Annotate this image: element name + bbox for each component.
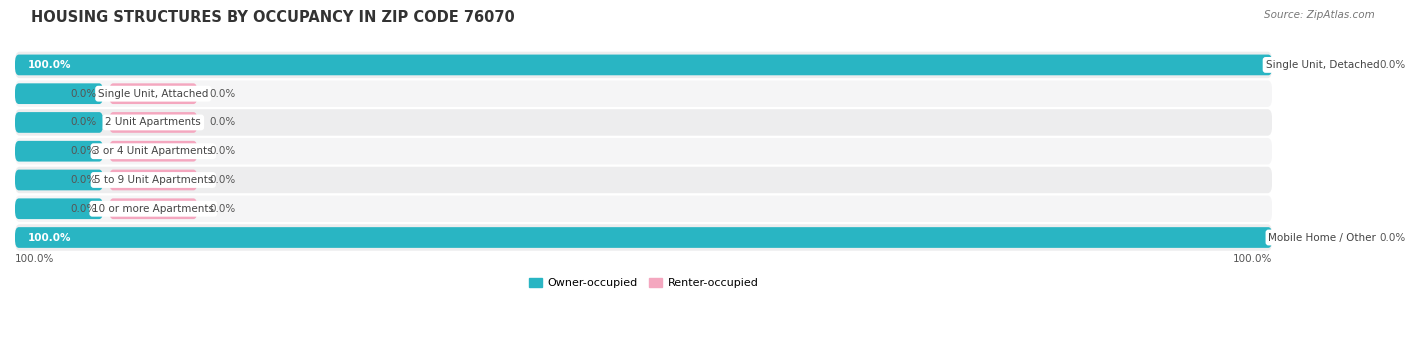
Text: 0.0%: 0.0% <box>209 146 236 156</box>
Text: 2 Unit Apartments: 2 Unit Apartments <box>105 117 201 128</box>
FancyBboxPatch shape <box>110 141 197 162</box>
Text: Source: ZipAtlas.com: Source: ZipAtlas.com <box>1264 10 1375 20</box>
FancyBboxPatch shape <box>110 83 197 104</box>
FancyBboxPatch shape <box>15 109 1272 136</box>
Text: 0.0%: 0.0% <box>70 89 97 99</box>
Text: 0.0%: 0.0% <box>1379 233 1405 242</box>
FancyBboxPatch shape <box>15 80 1272 107</box>
Text: 0.0%: 0.0% <box>209 117 236 128</box>
FancyBboxPatch shape <box>15 83 103 104</box>
Text: 0.0%: 0.0% <box>209 89 236 99</box>
FancyBboxPatch shape <box>1278 227 1367 248</box>
FancyBboxPatch shape <box>15 227 1272 248</box>
Text: 0.0%: 0.0% <box>70 146 97 156</box>
Text: Single Unit, Attached: Single Unit, Attached <box>98 89 208 99</box>
FancyBboxPatch shape <box>15 55 1272 75</box>
Text: 10 or more Apartments: 10 or more Apartments <box>93 204 214 214</box>
Text: 100.0%: 100.0% <box>1233 254 1272 264</box>
Text: 100.0%: 100.0% <box>28 60 72 70</box>
Text: 0.0%: 0.0% <box>209 204 236 214</box>
Text: Single Unit, Detached: Single Unit, Detached <box>1265 60 1379 70</box>
Text: 100.0%: 100.0% <box>15 254 55 264</box>
FancyBboxPatch shape <box>110 169 197 190</box>
FancyBboxPatch shape <box>15 52 1272 78</box>
FancyBboxPatch shape <box>15 167 1272 193</box>
Text: Mobile Home / Other: Mobile Home / Other <box>1268 233 1376 242</box>
FancyBboxPatch shape <box>15 112 103 133</box>
Text: 0.0%: 0.0% <box>209 175 236 185</box>
Text: 100.0%: 100.0% <box>28 233 72 242</box>
Text: 0.0%: 0.0% <box>1379 60 1405 70</box>
FancyBboxPatch shape <box>15 195 1272 222</box>
FancyBboxPatch shape <box>1278 55 1367 75</box>
FancyBboxPatch shape <box>110 112 197 133</box>
FancyBboxPatch shape <box>15 198 103 219</box>
FancyBboxPatch shape <box>15 169 103 190</box>
FancyBboxPatch shape <box>15 141 103 162</box>
Text: 3 or 4 Unit Apartments: 3 or 4 Unit Apartments <box>93 146 214 156</box>
FancyBboxPatch shape <box>15 138 1272 164</box>
Text: 0.0%: 0.0% <box>70 204 97 214</box>
Text: 0.0%: 0.0% <box>70 175 97 185</box>
Text: HOUSING STRUCTURES BY OCCUPANCY IN ZIP CODE 76070: HOUSING STRUCTURES BY OCCUPANCY IN ZIP C… <box>31 10 515 25</box>
FancyBboxPatch shape <box>110 198 197 219</box>
Text: 5 to 9 Unit Apartments: 5 to 9 Unit Apartments <box>94 175 212 185</box>
Text: 0.0%: 0.0% <box>70 117 97 128</box>
Legend: Owner-occupied, Renter-occupied: Owner-occupied, Renter-occupied <box>524 273 763 293</box>
FancyBboxPatch shape <box>15 224 1272 251</box>
